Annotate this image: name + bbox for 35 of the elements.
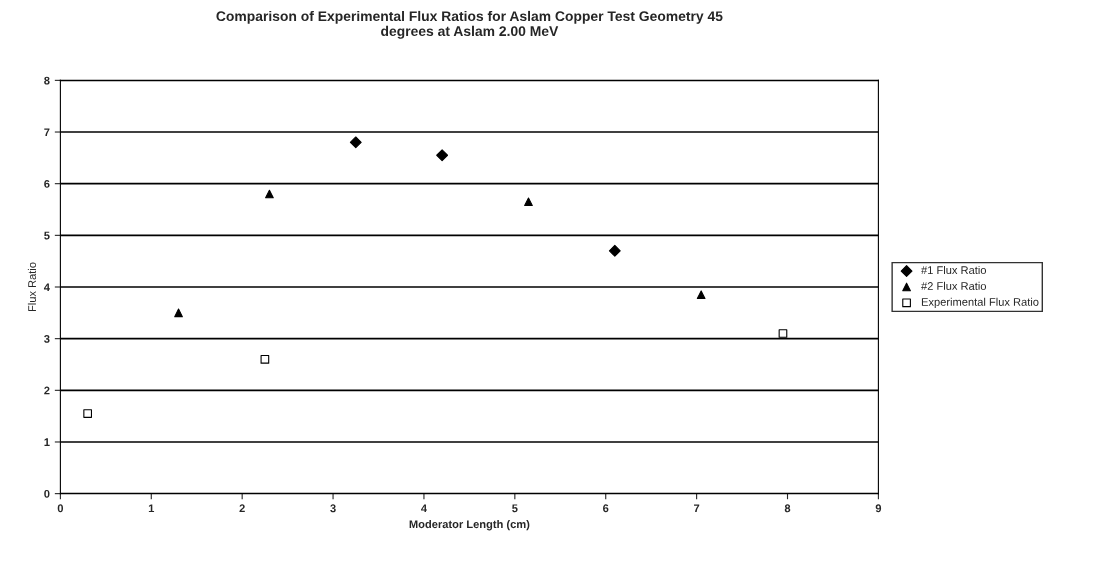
point — [696, 290, 706, 300]
x-tick-label: 1 — [148, 504, 155, 513]
x-tick-label: 3 — [330, 504, 336, 513]
point — [778, 329, 788, 338]
y-tick-label: 1 — [44, 438, 50, 447]
point — [174, 308, 183, 318]
legend-label: #1 Flux Ratio — [921, 265, 987, 275]
y-axis-title: Flux Ratio — [27, 262, 37, 312]
point — [265, 189, 274, 199]
point — [260, 354, 270, 364]
y-tick-label: 4 — [43, 283, 50, 292]
x-tick-label: 9 — [875, 504, 882, 513]
x-tick-label: 0 — [57, 504, 64, 513]
y-tick-label: 0 — [44, 489, 50, 498]
x-tick-label: 7 — [694, 504, 700, 513]
point — [83, 409, 93, 418]
y-tick-label: 8 — [44, 76, 50, 85]
x-tick-label: 2 — [239, 504, 245, 513]
y-tick-label: 2 — [44, 386, 50, 395]
y-tick-label: 5 — [44, 231, 50, 240]
x-axis-title: Moderator Length (cm) — [409, 519, 530, 531]
point — [349, 136, 362, 149]
point — [436, 149, 449, 162]
point — [524, 197, 533, 207]
x-tick-label: 8 — [784, 504, 791, 513]
chart-title: Comparison of Experimental Flux Ratios for Aslam Copper Test Geometry 45 degrees at Aslam 2.00 MeV — [216, 10, 723, 39]
legend-label: #2 Flux Ratio — [921, 281, 987, 290]
y-tick-label: 6 — [44, 179, 50, 188]
x-tick-label: 5 — [512, 504, 518, 513]
legend-label: Experimental Flux Ratio — [921, 297, 1039, 309]
point — [608, 244, 621, 257]
x-tick-label: 6 — [603, 504, 609, 513]
y-tick-label: 3 — [44, 334, 50, 343]
x-tick-label: 4 — [421, 504, 427, 513]
y-tick-label: 7 — [44, 128, 50, 137]
